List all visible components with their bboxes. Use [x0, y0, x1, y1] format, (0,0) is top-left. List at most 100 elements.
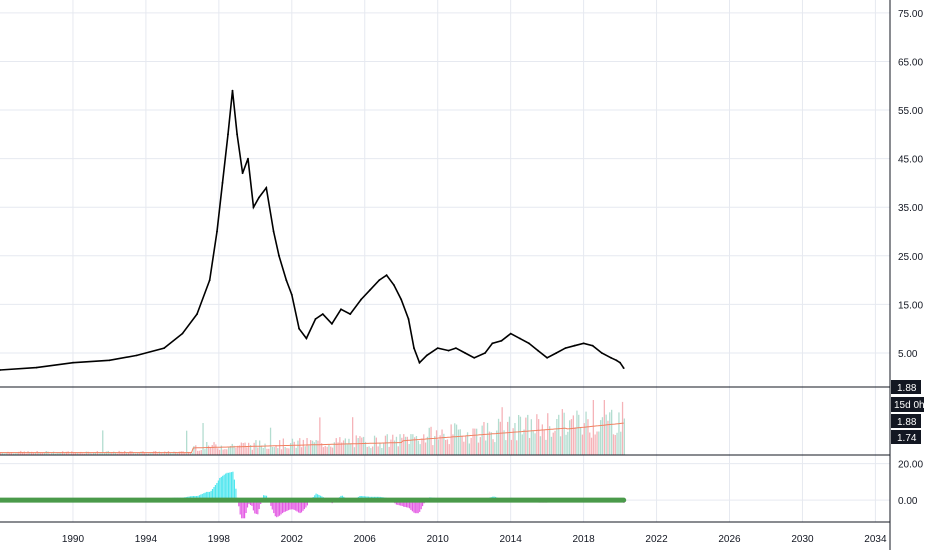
- volume-bar: [282, 438, 284, 455]
- volume-bar: [510, 439, 512, 455]
- price-point: [385, 274, 388, 277]
- oscillator-bar: [252, 500, 254, 511]
- volume-bar: [122, 452, 124, 455]
- volume-bar: [410, 434, 412, 455]
- volume-bar: [259, 440, 261, 455]
- volume-bar: [430, 426, 432, 455]
- volume-bar: [266, 448, 268, 455]
- price-point: [252, 206, 255, 209]
- volume-bar: [268, 448, 270, 455]
- volume-bar: [616, 432, 618, 455]
- oscillator-bar: [225, 473, 227, 501]
- volume-bar: [144, 453, 146, 455]
- volume-bar: [82, 453, 84, 455]
- volume-bar: [362, 436, 365, 455]
- volume-bar: [611, 409, 613, 455]
- volume-bar: [375, 437, 377, 455]
- price-series-line: [0, 90, 625, 371]
- volume-bar: [589, 432, 591, 455]
- oscillator-bar: [407, 500, 409, 508]
- oscillator-bar: [404, 500, 406, 507]
- volume-bar: [220, 445, 222, 455]
- y-tick-label: 45.00: [898, 155, 923, 166]
- volume-bar: [306, 438, 308, 455]
- volume-bar: [545, 439, 547, 455]
- price-point: [360, 298, 362, 301]
- volume-bar: [408, 444, 410, 455]
- oscillator-bar: [295, 500, 297, 511]
- oscillator-bar: [222, 475, 224, 501]
- volume-bar: [331, 447, 334, 455]
- volume-bar: [14, 453, 16, 455]
- price-point: [272, 230, 275, 233]
- volume-bar: [321, 443, 323, 455]
- volume-bar: [237, 445, 239, 455]
- volume-bar: [488, 431, 491, 455]
- volume-bar: [257, 447, 259, 455]
- volume-bar: [539, 436, 542, 455]
- price-point: [231, 89, 234, 92]
- oscillator-bar: [414, 500, 416, 514]
- volume-bar: [414, 437, 416, 455]
- volume-bar: [485, 440, 487, 455]
- x-tick-label: 2018: [572, 534, 595, 545]
- volume-bar: [74, 452, 77, 455]
- volume-bar: [209, 447, 211, 455]
- price-point: [378, 279, 381, 281]
- volume-bar: [523, 429, 525, 455]
- volume-bar: [56, 452, 58, 455]
- oscillator-bar: [422, 500, 424, 507]
- volume-bar: [140, 451, 142, 455]
- volume-bar: [383, 443, 385, 455]
- volume-bar: [116, 453, 118, 455]
- oscillator-bar: [203, 493, 205, 501]
- volume-bar: [151, 452, 153, 455]
- volume-bar: [348, 438, 350, 455]
- price-point: [600, 352, 603, 354]
- price-point: [436, 347, 439, 349]
- volume-bar: [87, 451, 89, 455]
- time-axis[interactable]: 1990 1994 1998 2002 2006 2010 2014 2018 2022 2026…: [62, 534, 887, 545]
- volume-bar: [89, 452, 91, 455]
- x-tick-label: 2034: [864, 534, 887, 545]
- oscillator-bar: [201, 493, 203, 501]
- volume-bar: [397, 446, 399, 455]
- volume-bar: [386, 434, 388, 455]
- volume-bar: [486, 422, 489, 455]
- oscillator-axis[interactable]: 20.00 0.00: [898, 460, 923, 507]
- oscillator-bar: [286, 500, 288, 511]
- volume-bar: [574, 427, 576, 455]
- price-axis[interactable]: 75.00 65.00 55.00 45.00 35.00 25.00 15.00 5.00: [898, 9, 923, 360]
- volume-bar: [23, 451, 25, 455]
- volume-bar: [145, 453, 148, 455]
- price-point: [236, 133, 239, 136]
- volume-bar: [277, 448, 279, 455]
- volume-bar: [240, 442, 242, 455]
- oscillator-bar: [416, 500, 418, 514]
- volume-bar: [175, 451, 177, 455]
- volume-bar: [521, 434, 523, 455]
- volume-bar: [299, 438, 301, 455]
- oscillator-bar: [246, 500, 249, 508]
- volume-bar: [457, 429, 460, 455]
- volume-bar: [284, 447, 286, 455]
- volume-bar: [300, 447, 303, 455]
- price-point: [455, 347, 457, 349]
- price-point: [564, 347, 567, 349]
- volume-bar: [160, 452, 162, 455]
- x-tick-label: 2010: [427, 534, 450, 545]
- x-tick-label: 1990: [62, 534, 85, 545]
- volume-bar: [395, 436, 398, 455]
- oscillator-bar: [283, 500, 285, 513]
- oscillator-bar: [279, 500, 281, 516]
- volume-bar: [357, 438, 359, 455]
- price-point: [622, 367, 625, 369]
- volume-bar: [370, 448, 372, 455]
- volume-bar: [63, 453, 66, 455]
- oscillator-bar: [298, 500, 300, 513]
- volume-bar: [570, 419, 573, 455]
- volume-bar: [251, 449, 253, 455]
- oscillator-bar: [282, 500, 284, 514]
- volume-bar: [585, 411, 587, 455]
